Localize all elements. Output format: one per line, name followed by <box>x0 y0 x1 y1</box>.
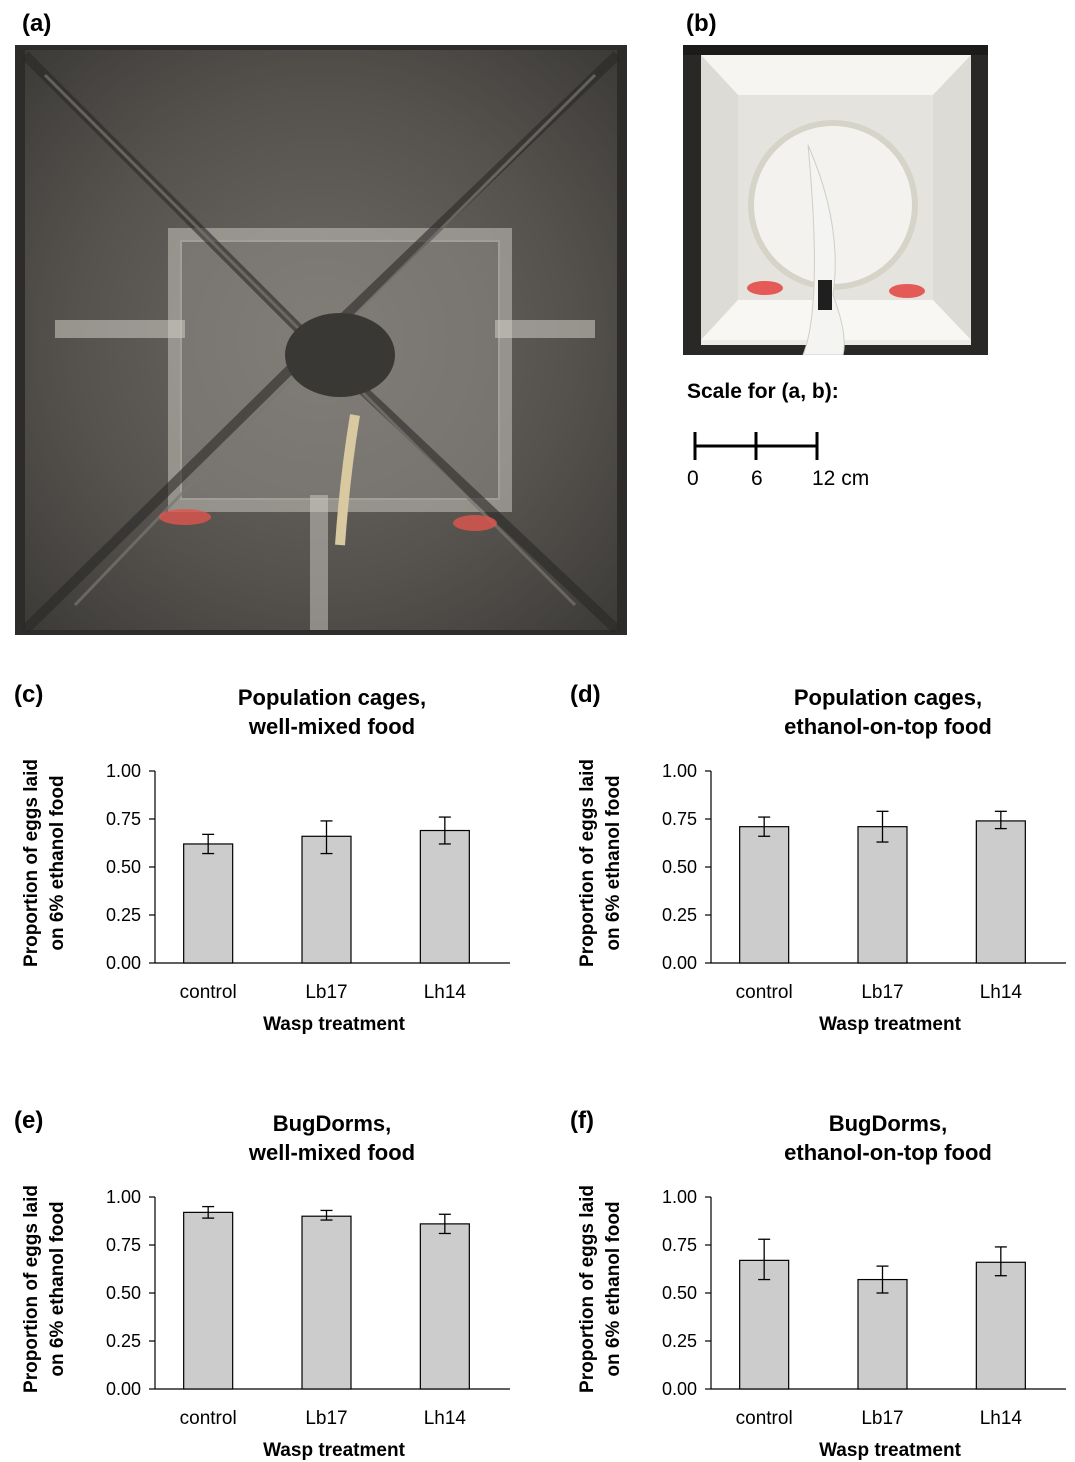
panel-label: (c) <box>14 681 43 708</box>
panel-label: (e) <box>14 1107 43 1134</box>
bar-control <box>739 1259 790 1390</box>
y-axis-title-line: Proportion of eggs laid <box>577 1185 598 1393</box>
y-tick-label: 0.00 <box>662 953 697 973</box>
x-category-label: control <box>180 982 237 1003</box>
y-tick-label: 0.75 <box>662 1235 697 1255</box>
scale-bar <box>693 432 819 460</box>
panel-label-a: (a) <box>22 10 52 37</box>
bar-lb17 <box>857 826 908 964</box>
y-tick-label: 0.25 <box>106 1331 141 1351</box>
y-axis-title-line: Proportion of eggs laid <box>21 1185 42 1393</box>
y-axis-title-line: on 6% ethanol food <box>603 1201 624 1376</box>
chart-title-line: Population cages, <box>794 685 982 710</box>
x-axis-title: Wasp treatment <box>819 1014 961 1035</box>
y-tick-label: 0.50 <box>662 857 697 877</box>
bar-lb17 <box>301 835 352 964</box>
chart-title-line: BugDorms, <box>829 1111 948 1136</box>
bar-control <box>183 843 234 964</box>
y-tick-label: 0.75 <box>662 809 697 829</box>
x-category-label: control <box>736 982 793 1003</box>
x-axis-title: Wasp treatment <box>819 1440 961 1461</box>
y-tick-label: 1.00 <box>106 761 141 781</box>
chart-title-line: well-mixed food <box>248 1140 415 1165</box>
y-tick-label: 0.50 <box>106 857 141 877</box>
bar-lh14 <box>419 1223 470 1390</box>
y-tick-label: 1.00 <box>106 1187 141 1207</box>
y-axis-title-line: Proportion of eggs laid <box>21 759 42 967</box>
bar-lb17 <box>857 1278 908 1390</box>
chart-panel-d: (d) Population cages, ethanol-on-top food 0… <box>566 676 1066 1035</box>
chart-title-line: ethanol-on-top food <box>784 714 992 739</box>
x-category-label: Lh14 <box>980 982 1023 1003</box>
x-axis-title: Wasp treatment <box>263 1014 405 1035</box>
bar-chart-svg: (e) BugDorms, well-mixed food 0.00 0.25 0.50 0… <box>14 1107 510 1461</box>
bar-control <box>739 826 790 964</box>
bar-lh14 <box>419 829 470 964</box>
y-tick-label: 0.00 <box>106 953 141 973</box>
x-category-label: Lb17 <box>305 982 347 1003</box>
population-cage-photo <box>15 45 627 635</box>
scale-tick-12: 12 cm <box>812 467 870 490</box>
chart-panel-f: (f) BugDorms, ethanol-on-top food 0.00 0.25 0… <box>566 1102 1066 1461</box>
scale-title: Scale for (a, b): <box>687 380 839 403</box>
y-tick-label: 0.75 <box>106 1235 141 1255</box>
y-axis-title-line: on 6% ethanol food <box>47 1201 68 1376</box>
panel-label: (d) <box>570 681 601 708</box>
bar-lb17 <box>301 1215 352 1390</box>
bar-chart-svg: (c) Population cages, well-mixed food 0.00 0… <box>14 681 510 1035</box>
y-axis-title-line: Proportion of eggs laid <box>577 759 598 967</box>
x-category-label: Lb17 <box>861 1408 903 1429</box>
scale-tick-0: 0 <box>687 467 699 490</box>
chart-title-line: ethanol-on-top food <box>784 1140 992 1165</box>
y-tick-label: 0.75 <box>106 809 141 829</box>
x-axis-title: Wasp treatment <box>263 1440 405 1461</box>
bar-control <box>183 1211 234 1390</box>
y-tick-label: 1.00 <box>662 761 697 781</box>
y-tick-label: 0.25 <box>662 905 697 925</box>
bar-lh14 <box>975 1261 1026 1390</box>
x-category-label: Lb17 <box>305 1408 347 1429</box>
panel-label-b: (b) <box>686 10 717 37</box>
bar-chart-svg: (f) BugDorms, ethanol-on-top food 0.00 0.25 0… <box>570 1107 1066 1461</box>
y-tick-label: 0.50 <box>662 1283 697 1303</box>
y-axis-title-line: on 6% ethanol food <box>603 775 624 950</box>
chart-title-line: Population cages, <box>238 685 426 710</box>
y-tick-label: 0.25 <box>662 1331 697 1351</box>
y-tick-label: 1.00 <box>662 1187 697 1207</box>
bar-chart-svg: (d) Population cages, ethanol-on-top food 0… <box>570 681 1066 1035</box>
y-tick-label: 0.50 <box>106 1283 141 1303</box>
chart-panel-e: (e) BugDorms, well-mixed food 0.00 0.25 0.50 0… <box>10 1102 510 1461</box>
y-axis-title-line: on 6% ethanol food <box>47 775 68 950</box>
x-category-label: control <box>736 1408 793 1429</box>
y-tick-label: 0.25 <box>106 905 141 925</box>
scale-tick-6: 6 <box>751 467 763 490</box>
x-category-label: Lh14 <box>980 1408 1023 1429</box>
panel-label: (f) <box>570 1107 594 1134</box>
bar-lh14 <box>975 820 1026 964</box>
bugdorm-cage-photo <box>683 45 988 355</box>
x-category-label: Lb17 <box>861 982 903 1003</box>
x-category-label: control <box>180 1408 237 1429</box>
y-tick-label: 0.00 <box>106 1379 141 1399</box>
x-category-label: Lh14 <box>424 1408 467 1429</box>
chart-panel-c: (c) Population cages, well-mixed food 0.00 0… <box>10 676 510 1035</box>
x-category-label: Lh14 <box>424 982 467 1003</box>
y-tick-label: 0.00 <box>662 1379 697 1399</box>
chart-title-line: well-mixed food <box>248 714 415 739</box>
chart-title-line: BugDorms, <box>273 1111 392 1136</box>
